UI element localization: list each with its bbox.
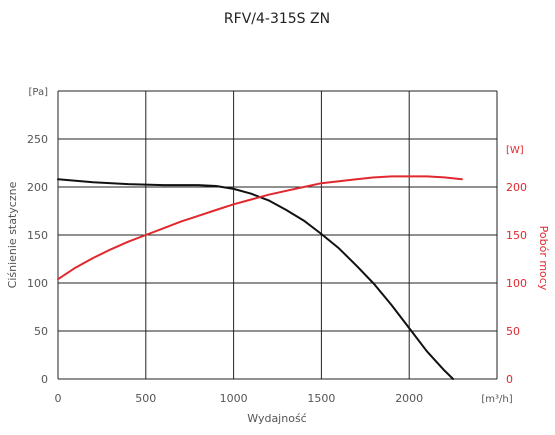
y-right-tick-label: 100: [506, 277, 527, 290]
y-left-unit-label: [Pa]: [28, 87, 48, 98]
labels: RFV/4-315S ZN0 500 1000 1500 2000 [m³/h]Wydaj…: [6, 11, 550, 425]
y-right-tick-label: 150: [506, 229, 527, 242]
grid: [57, 90, 498, 380]
y-right-tick-label: 200: [506, 181, 527, 194]
y-left-tick-label: 100: [27, 277, 48, 290]
power-curve: [57, 175, 463, 281]
series-layer: [57, 175, 463, 380]
x-tick-label: 0: [55, 392, 62, 405]
x-tick-label: 1000: [220, 392, 248, 405]
y-right-tick-label: 0: [506, 373, 513, 386]
pressure-curve: [57, 178, 455, 380]
y-left-tick-label: 0: [41, 373, 48, 386]
x-tick-label: 500: [135, 392, 156, 405]
x-tick-label: 1500: [307, 392, 335, 405]
y-left-tick-label: 200: [27, 181, 48, 194]
x-axis-title: Wydajność: [247, 412, 306, 425]
y-right-unit-label: [W]: [506, 145, 524, 156]
chart-title: RFV/4-315S ZN: [224, 11, 330, 27]
x-unit-label: [m³/h]: [481, 394, 512, 405]
y-left-tick-label: 250: [27, 133, 48, 146]
y-left-tick-label: 50: [34, 325, 48, 338]
x-tick-label: 2000: [395, 392, 423, 405]
y-right-axis-title: Pobór mocy: [537, 226, 550, 291]
y-left-tick-label: 150: [27, 229, 48, 242]
y-right-tick-label: 50: [506, 325, 520, 338]
y-left-axis-title: Ciśnienie statyczne: [6, 181, 19, 288]
